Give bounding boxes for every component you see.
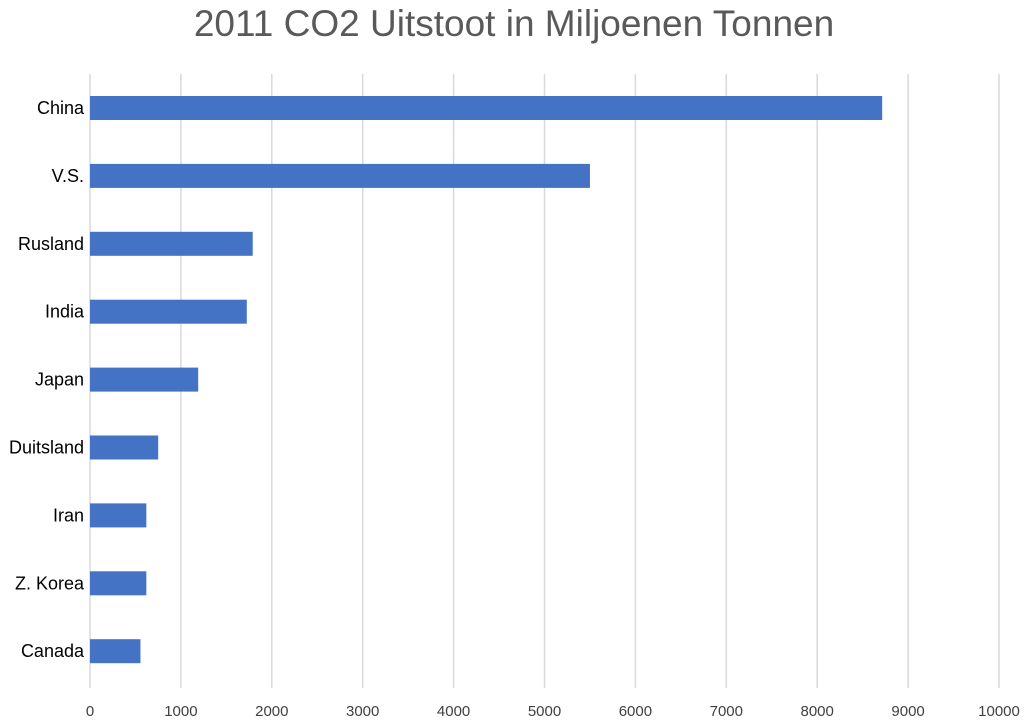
bar-india bbox=[90, 299, 247, 324]
category-label: Japan bbox=[35, 370, 84, 390]
chart-title: 2011 CO2 Uitstoot in Miljoenen Tonnen bbox=[193, 3, 835, 44]
x-tick-label: 5000 bbox=[528, 703, 561, 720]
bar-japan bbox=[90, 367, 199, 392]
category-label: Rusland bbox=[18, 234, 84, 254]
category-label: China bbox=[37, 98, 85, 118]
category-label: Canada bbox=[21, 641, 85, 661]
x-tick-label: 7000 bbox=[710, 703, 743, 720]
x-tick-label: 6000 bbox=[619, 703, 652, 720]
category-label: Duitsland bbox=[9, 438, 84, 458]
x-tick-label: 4000 bbox=[437, 703, 470, 720]
bar-rusland bbox=[90, 231, 253, 256]
category-label: Z. Korea bbox=[15, 573, 85, 593]
category-label: V.S. bbox=[52, 166, 84, 186]
x-tick-label: 8000 bbox=[801, 703, 834, 720]
bar-iran bbox=[90, 503, 147, 528]
bar-duitsland bbox=[90, 435, 159, 460]
x-tick-label: 1000 bbox=[164, 703, 197, 720]
x-tick-label: 2000 bbox=[255, 703, 288, 720]
x-tick-label: 9000 bbox=[891, 703, 924, 720]
x-tick-label: 10000 bbox=[978, 703, 1020, 720]
bar-v-s bbox=[90, 163, 590, 188]
x-tick-label: 0 bbox=[86, 703, 94, 720]
category-label: Iran bbox=[53, 505, 84, 525]
bar-china bbox=[90, 96, 883, 120]
x-tick-label: 3000 bbox=[346, 703, 379, 720]
bar-z-korea bbox=[90, 571, 147, 596]
category-label: India bbox=[45, 302, 85, 322]
bar-canada bbox=[90, 639, 141, 664]
